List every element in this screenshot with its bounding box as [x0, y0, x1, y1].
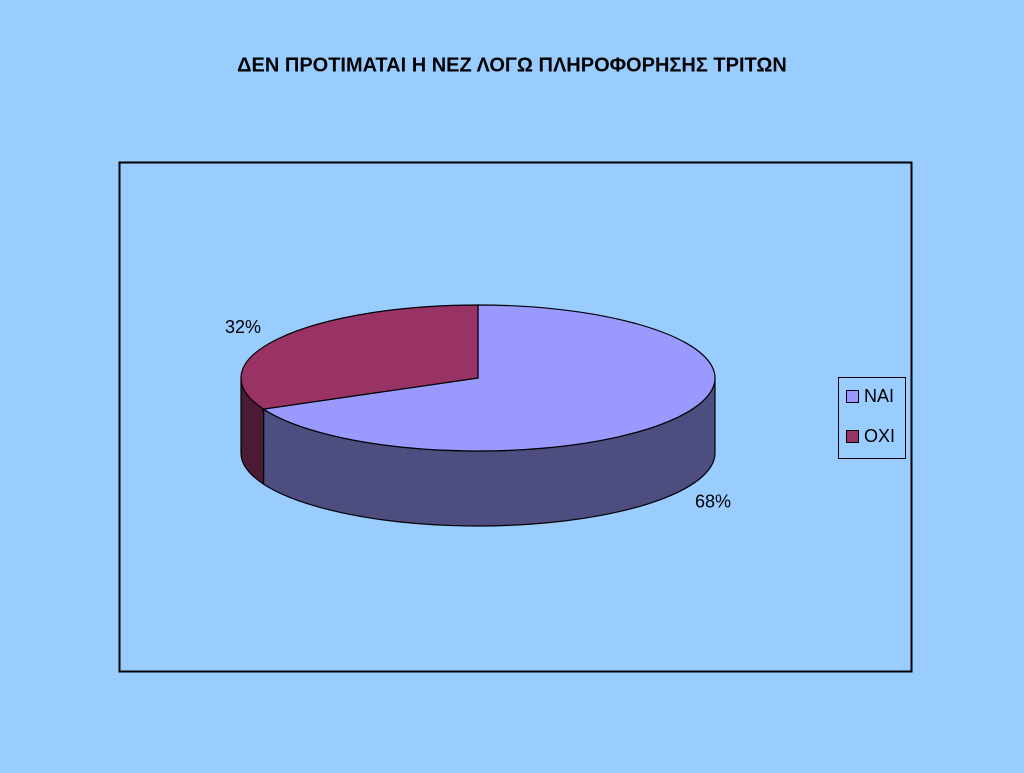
legend-swatch [846, 390, 859, 403]
data-label: 32% [225, 317, 261, 337]
legend-box [838, 377, 906, 459]
pie [240, 304, 716, 527]
legend-label: NAI [864, 386, 894, 406]
legend-label: OXI [864, 426, 895, 446]
plot-frame [118, 161, 913, 673]
data-label: 68% [695, 492, 731, 512]
slice [240, 304, 479, 410]
slice [261, 304, 716, 452]
legend-swatch [846, 430, 859, 443]
chart-title: ΔΕΝ ΠΡΟΤΙΜΑΤΑΙ Η ΝΕΖ ΛΟΓΩ ΠΛΗΡΟΦΟΡΗΣΗΣ Τ… [237, 54, 787, 76]
